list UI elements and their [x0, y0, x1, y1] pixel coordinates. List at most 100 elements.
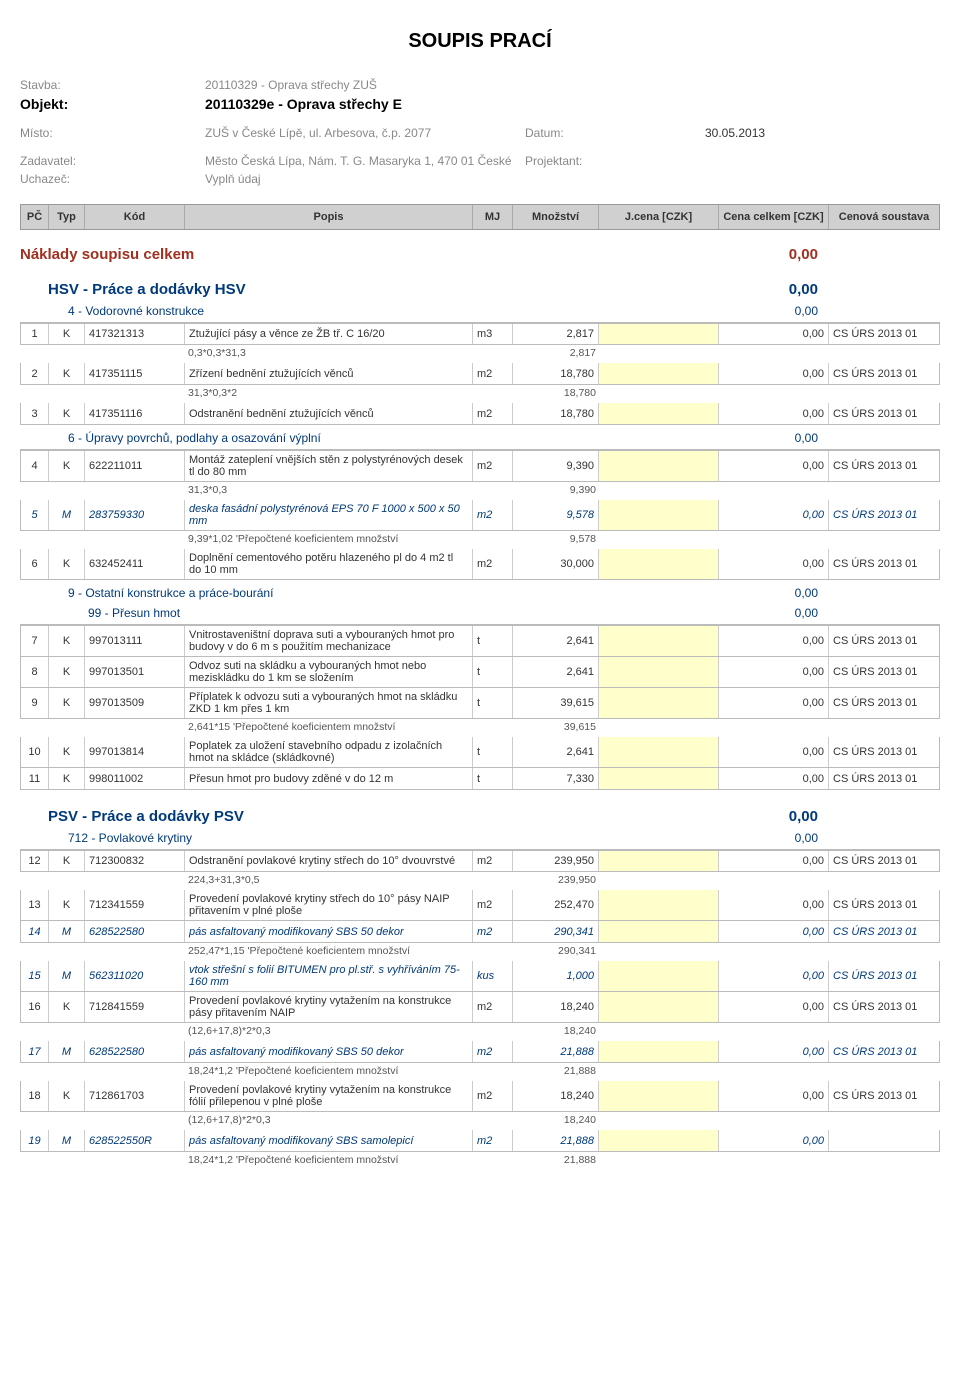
- item-kod: 417351116: [85, 403, 185, 424]
- item-cena-celkem: 0,00: [719, 921, 829, 942]
- item-mj: m2: [473, 890, 513, 920]
- item-mn: 21,888: [513, 1041, 599, 1062]
- item-popis: pás asfaltovaný modifikovaný SBS 50 deko…: [185, 921, 473, 942]
- item-kod: 712341559: [85, 890, 185, 920]
- item-jcena[interactable]: [599, 324, 719, 344]
- item-mj: t: [473, 657, 513, 687]
- item-pc: 15: [21, 961, 49, 991]
- item-row: 10 K 997013814 Poplatek za uložení stave…: [20, 737, 940, 768]
- item-jcena[interactable]: [599, 851, 719, 871]
- item-typ: K: [49, 657, 85, 687]
- subsection-title: 9 - Ostatní konstrukce a práce-bourání0,…: [68, 586, 940, 600]
- item-kod: 562311020: [85, 961, 185, 991]
- item-typ: K: [49, 451, 85, 481]
- item-cena-celkem: 0,00: [719, 324, 829, 344]
- item-mj: t: [473, 768, 513, 789]
- item-jcena[interactable]: [599, 992, 719, 1022]
- calc-row: 252,47*1,15 'Přepočtené koeficientem mno…: [20, 943, 940, 961]
- col-jc: J.cena [CZK]: [599, 205, 719, 229]
- item-kod: 417321313: [85, 324, 185, 344]
- item-typ: K: [49, 737, 85, 767]
- item-jcena[interactable]: [599, 363, 719, 384]
- item-popis: Provedení povlakové krytiny vytažením na…: [185, 992, 473, 1022]
- stavba-value: 20110329 - Oprava střechy ZUŠ: [205, 78, 377, 92]
- item-cena-celkem: 0,00: [719, 992, 829, 1022]
- item-kod: 997013501: [85, 657, 185, 687]
- item-pc: 16: [21, 992, 49, 1022]
- item-pc: 2: [21, 363, 49, 384]
- item-kod: 998011002: [85, 768, 185, 789]
- item-typ: K: [49, 1081, 85, 1111]
- item-soustava: CS ÚRS 2013 01: [829, 403, 939, 424]
- subsection-amount: 0,00: [718, 831, 830, 845]
- item-jcena[interactable]: [599, 1081, 719, 1111]
- subsection-title: 99 - Přesun hmot0,00: [88, 606, 940, 620]
- item-kod: 997013814: [85, 737, 185, 767]
- item-typ: M: [49, 921, 85, 942]
- item-soustava: CS ÚRS 2013 01: [829, 961, 939, 991]
- sections-container: HSV - Práce a dodávky HSV0,004 - Vodorov…: [20, 281, 940, 1170]
- item-jcena[interactable]: [599, 657, 719, 687]
- item-pc: 1: [21, 324, 49, 344]
- item-soustava: CS ÚRS 2013 01: [829, 626, 939, 656]
- calc-result: 9,578: [514, 531, 600, 549]
- subsection-amount: 0,00: [718, 304, 830, 318]
- item-jcena[interactable]: [599, 890, 719, 920]
- item-jcena[interactable]: [599, 688, 719, 718]
- item-jcena[interactable]: [599, 549, 719, 579]
- item-kod: 712861703: [85, 1081, 185, 1111]
- item-typ: M: [49, 1041, 85, 1062]
- uchazec-label: Uchazeč:: [20, 172, 205, 186]
- item-jcena[interactable]: [599, 768, 719, 789]
- item-kod: 283759330: [85, 500, 185, 530]
- item-soustava: CS ÚRS 2013 01: [829, 768, 939, 789]
- item-jcena[interactable]: [599, 403, 719, 424]
- item-cena-celkem: 0,00: [719, 688, 829, 718]
- item-jcena[interactable]: [599, 451, 719, 481]
- item-mn: 2,641: [513, 626, 599, 656]
- calc-row: 0,3*0,3*31,3 2,817: [20, 345, 940, 363]
- item-mn: 9,390: [513, 451, 599, 481]
- item-mn: 290,341: [513, 921, 599, 942]
- item-soustava: CS ÚRS 2013 01: [829, 921, 939, 942]
- item-jcena[interactable]: [599, 626, 719, 656]
- subsection-amount: 0,00: [718, 606, 830, 620]
- col-cc: Cena celkem [CZK]: [719, 205, 829, 229]
- item-jcena[interactable]: [599, 921, 719, 942]
- item-row: 17 M 628522580 pás asfaltovaný modifikov…: [20, 1041, 940, 1063]
- item-typ: K: [49, 626, 85, 656]
- item-mj: m3: [473, 324, 513, 344]
- item-row: 12 K 712300832 Odstranění povlakové kryt…: [20, 850, 940, 872]
- subsection-title: 6 - Úpravy povrchů, podlahy a osazování …: [68, 431, 940, 445]
- item-popis: Provedení povlakové krytiny střech do 10…: [185, 890, 473, 920]
- item-typ: K: [49, 688, 85, 718]
- item-typ: K: [49, 549, 85, 579]
- col-mn: Množství: [513, 205, 599, 229]
- item-cena-celkem: 0,00: [719, 890, 829, 920]
- item-pc: 7: [21, 626, 49, 656]
- item-jcena[interactable]: [599, 737, 719, 767]
- item-soustava: CS ÚRS 2013 01: [829, 1081, 939, 1111]
- item-jcena[interactable]: [599, 961, 719, 991]
- item-cena-celkem: 0,00: [719, 500, 829, 530]
- item-popis: Vnitrostaveništní doprava suti a vyboura…: [185, 626, 473, 656]
- item-soustava: CS ÚRS 2013 01: [829, 688, 939, 718]
- item-cena-celkem: 0,00: [719, 961, 829, 991]
- calc-row: 9,39*1,02 'Přepočtené koeficientem množs…: [20, 531, 940, 549]
- item-typ: M: [49, 500, 85, 530]
- calc-formula: 2,641*15 'Přepočtené koeficientem množst…: [184, 719, 474, 737]
- item-mn: 1,000: [513, 961, 599, 991]
- item-kod: 632452411: [85, 549, 185, 579]
- item-typ: K: [49, 992, 85, 1022]
- uchazec-value: Vyplň údaj: [205, 172, 261, 186]
- item-jcena[interactable]: [599, 500, 719, 530]
- item-pc: 10: [21, 737, 49, 767]
- item-popis: Příplatek k odvozu suti a vybouraných hm…: [185, 688, 473, 718]
- calc-result: 18,780: [514, 385, 600, 403]
- item-jcena[interactable]: [599, 1130, 719, 1151]
- calc-result: 18,240: [514, 1112, 600, 1130]
- col-typ: Typ: [49, 205, 85, 229]
- datum-value: 30.05.2013: [705, 126, 765, 140]
- item-jcena[interactable]: [599, 1041, 719, 1062]
- item-mn: 18,780: [513, 403, 599, 424]
